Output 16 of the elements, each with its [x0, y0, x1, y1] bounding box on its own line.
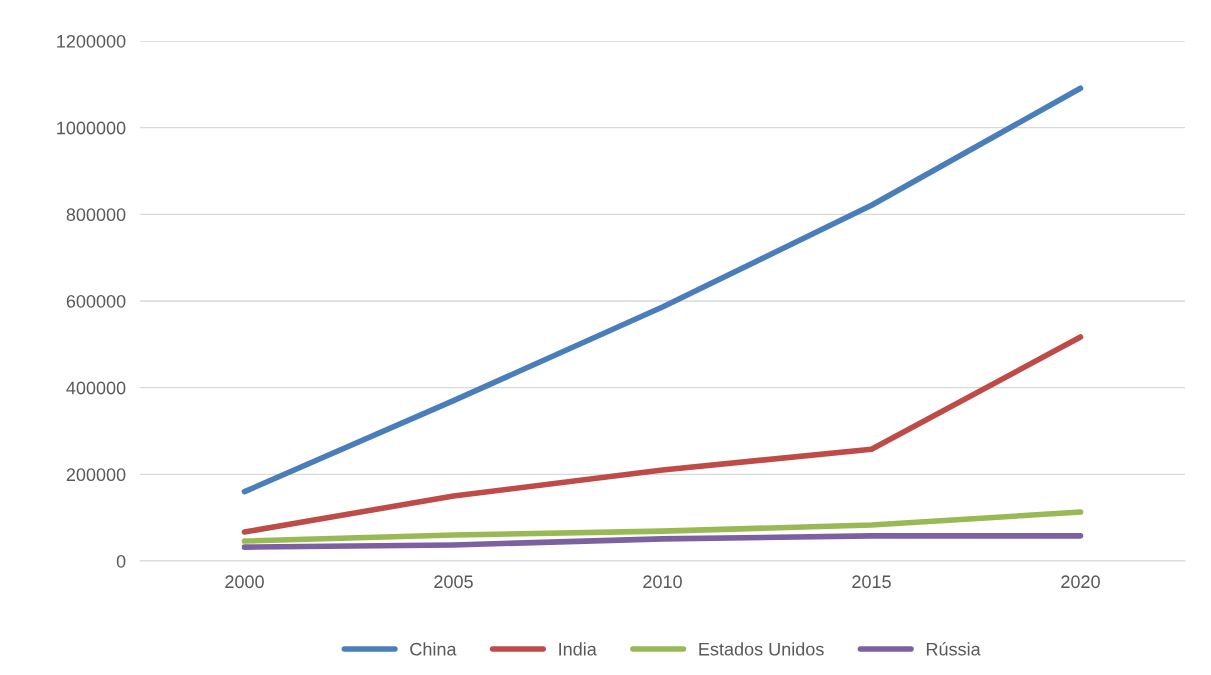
legend-label: Estados Unidos: [699, 642, 824, 656]
x-tick-label: 2000: [225, 575, 264, 589]
y-tick-label: 1200000: [57, 34, 126, 48]
x-tick-label: 2005: [434, 575, 473, 589]
x-tick-label: 2020: [1061, 575, 1100, 589]
x-tick-label: 2015: [852, 575, 891, 589]
legend-label: China: [410, 642, 457, 656]
y-tick-label: 800000: [66, 208, 126, 222]
x-tick-label: 2010: [643, 575, 682, 589]
y-tick-label: 1000000: [57, 121, 126, 135]
y-tick-label: 0: [116, 554, 126, 568]
y-tick-label: 200000: [66, 468, 126, 482]
legend-label: Rússia: [926, 642, 981, 656]
legend-label: India: [559, 642, 597, 656]
y-tick-label: 600000: [66, 294, 126, 308]
y-tick-label: 400000: [66, 381, 126, 395]
